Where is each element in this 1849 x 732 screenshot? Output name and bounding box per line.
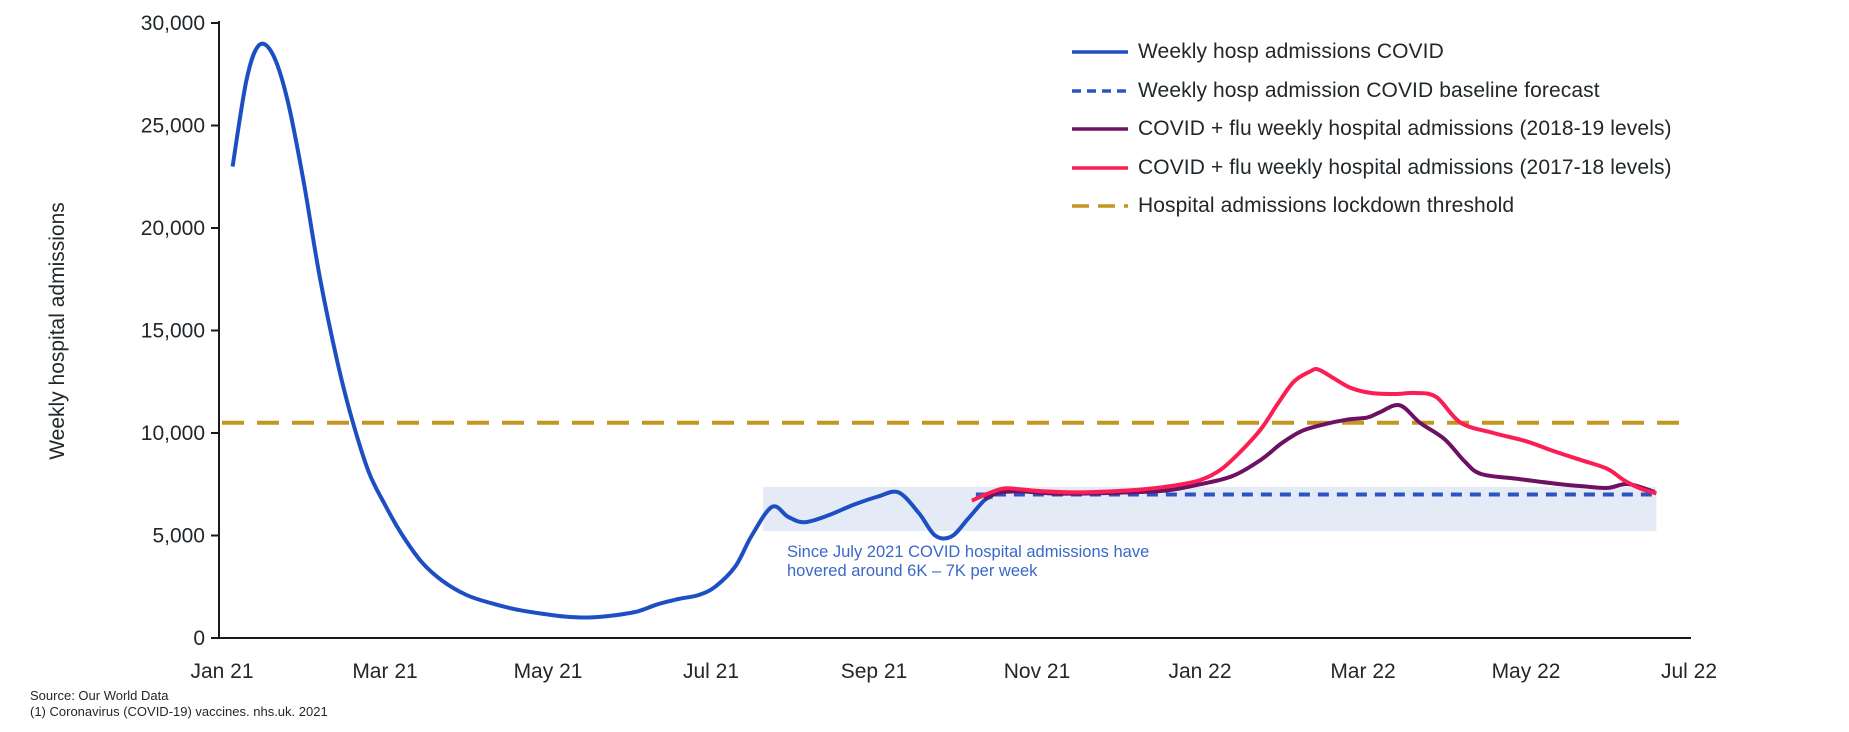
annotation-line-2: hovered around 6K – 7K per week xyxy=(787,562,1038,580)
annotation-line-1: Since July 2021 COVID hospital admission… xyxy=(787,543,1150,561)
y-tick-label: 5,000 xyxy=(152,525,205,548)
y-axis-title: Weekly hospital admissions xyxy=(46,202,69,460)
dashed-line-sample-icon xyxy=(1072,89,1128,93)
y-tick-label: 25,000 xyxy=(141,115,205,138)
line-sample-icon xyxy=(1072,127,1128,131)
legend-label: COVID + flu weekly hospital admissions (… xyxy=(1138,155,1672,179)
legend-label: Weekly hosp admission COVID baseline for… xyxy=(1138,78,1600,102)
x-tick-label: Sep 21 xyxy=(841,660,908,683)
x-tick-label: Nov 21 xyxy=(1004,660,1071,683)
annotation-callout: Since July 2021 COVID hospital admission… xyxy=(787,543,1207,581)
x-tick-label: Jul 21 xyxy=(683,660,739,683)
x-tick-label: Mar 22 xyxy=(1330,660,1395,683)
x-tick-label: Jan 22 xyxy=(1168,660,1231,683)
source-note: Source: Our World Data (1) Coronavirus (… xyxy=(30,688,328,719)
series-line-0 xyxy=(230,41,994,620)
source-line-1: Source: Our World Data xyxy=(30,688,169,703)
legend-item-baseline-forecast: Weekly hosp admission COVID baseline for… xyxy=(1072,72,1672,111)
long-dash-line-sample-icon xyxy=(1072,204,1128,208)
legend-label: Weekly hosp admissions COVID xyxy=(1138,40,1444,64)
y-tick-label: 20,000 xyxy=(141,217,205,240)
source-line-2: (1) Coronavirus (COVID-19) vaccines. nhs… xyxy=(30,703,328,719)
y-tick-label: 15,000 xyxy=(141,320,205,343)
y-tick-label: 10,000 xyxy=(141,422,205,445)
legend-item-lockdown-threshold: Hospital admissions lockdown threshold xyxy=(1072,187,1672,226)
y-tick-label: 0 xyxy=(193,627,205,650)
line-sample-icon xyxy=(1072,50,1128,54)
legend-label: Hospital admissions lockdown threshold xyxy=(1138,194,1515,218)
line-sample-icon xyxy=(1072,166,1128,170)
legend-label: COVID + flu weekly hospital admissions (… xyxy=(1138,117,1672,141)
x-tick-label: Jan 21 xyxy=(190,660,253,683)
legend-item-flu-2017-18: COVID + flu weekly hospital admissions (… xyxy=(1072,149,1672,188)
chart-legend: Weekly hosp admissions COVID Weekly hosp… xyxy=(1072,33,1672,226)
x-tick-label: Mar 21 xyxy=(352,660,417,683)
legend-item-covid-admissions: Weekly hosp admissions COVID xyxy=(1072,33,1672,72)
legend-item-flu-2018-19: COVID + flu weekly hospital admissions (… xyxy=(1072,110,1672,149)
y-tick-label: 30,000 xyxy=(141,12,205,35)
x-tick-label: May 22 xyxy=(1492,660,1561,683)
x-tick-label: Jul 22 xyxy=(1661,660,1717,683)
x-tick-label: May 21 xyxy=(514,660,583,683)
series-line-3 xyxy=(970,366,1658,503)
